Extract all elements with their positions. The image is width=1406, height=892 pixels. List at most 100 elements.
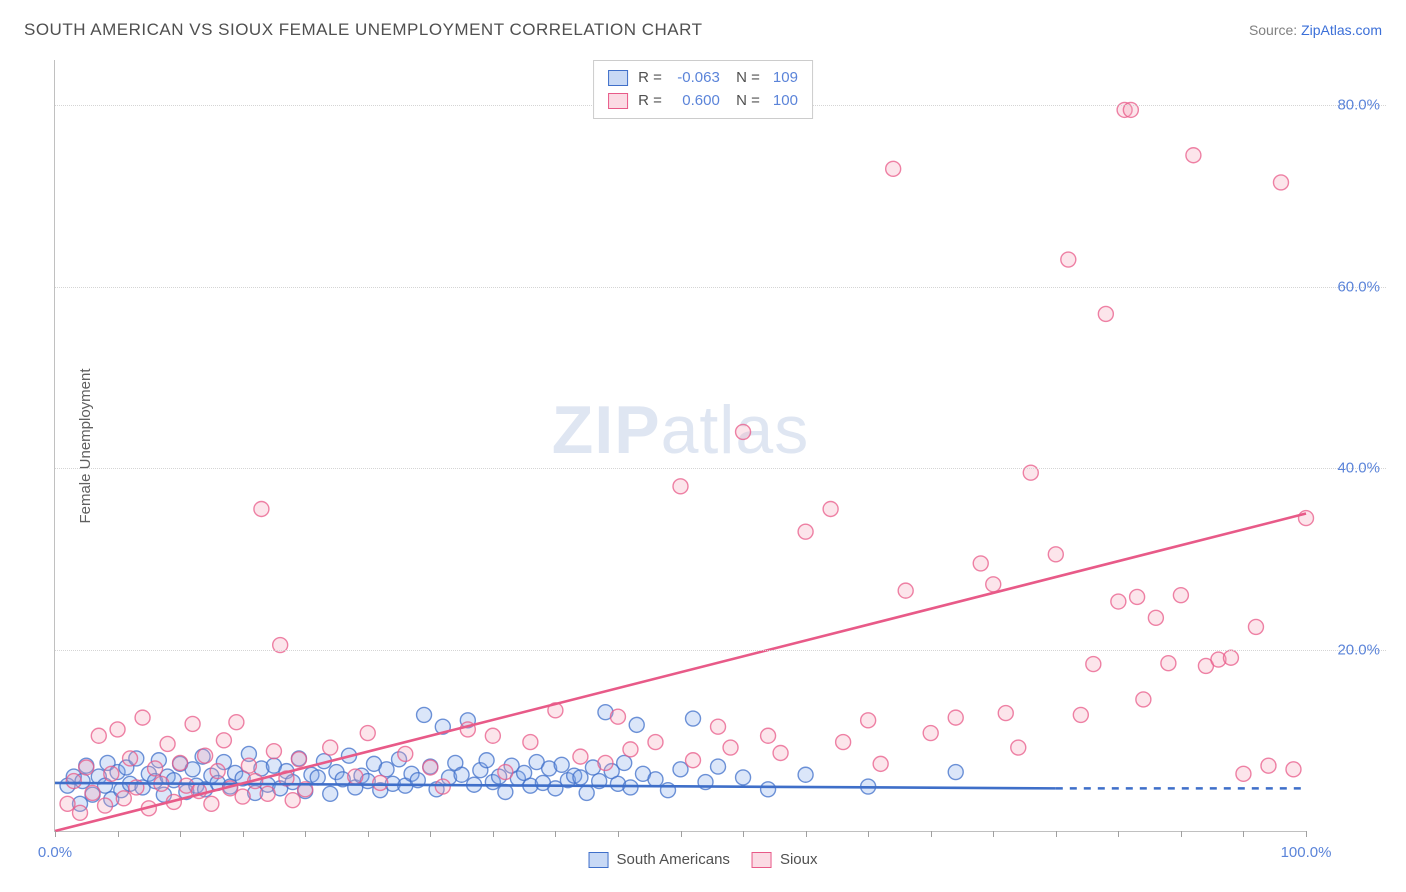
data-point — [1261, 758, 1276, 773]
data-point — [623, 780, 638, 795]
data-point — [323, 786, 338, 801]
data-point — [1299, 511, 1314, 526]
source-prefix: Source: — [1249, 22, 1301, 38]
data-point — [360, 726, 375, 741]
data-point — [135, 710, 150, 725]
stats-text: R =-0.063 N =109 — [638, 67, 798, 90]
data-point — [148, 761, 163, 776]
data-point — [686, 753, 701, 768]
legend-swatch — [608, 93, 628, 109]
data-point — [886, 161, 901, 176]
data-point — [761, 728, 776, 743]
x-tick — [1243, 831, 1244, 837]
data-point — [454, 767, 469, 782]
x-tick — [493, 831, 494, 837]
data-point — [241, 758, 256, 773]
data-point — [873, 756, 888, 771]
data-point — [1148, 610, 1163, 625]
legend-item: Sioux — [752, 851, 818, 868]
data-point — [573, 770, 588, 785]
gridline — [55, 650, 1386, 651]
legend-item: South Americans — [589, 851, 730, 868]
r-value: 0.600 — [666, 90, 720, 113]
x-tick — [1056, 831, 1057, 837]
data-point — [123, 751, 138, 766]
series-legend: South Americans Sioux — [589, 851, 818, 868]
x-tick — [118, 831, 119, 837]
stats-text: R =0.600 N =100 — [638, 90, 798, 113]
data-point — [610, 709, 625, 724]
data-point — [1130, 589, 1145, 604]
source-link[interactable]: ZipAtlas.com — [1301, 22, 1382, 38]
data-point — [623, 742, 638, 757]
data-point — [60, 796, 75, 811]
data-point — [1136, 692, 1151, 707]
data-point — [736, 424, 751, 439]
data-point — [673, 479, 688, 494]
data-point — [498, 784, 513, 799]
data-point — [373, 775, 388, 790]
data-point — [798, 524, 813, 539]
legend-swatch — [752, 852, 772, 868]
data-point — [435, 779, 450, 794]
data-point — [160, 736, 175, 751]
x-tick — [993, 831, 994, 837]
data-point — [310, 770, 325, 785]
data-point — [291, 752, 306, 767]
data-point — [617, 755, 632, 770]
gridline — [55, 468, 1386, 469]
r-value: -0.063 — [666, 67, 720, 90]
data-point — [1223, 650, 1238, 665]
n-value: 109 — [764, 67, 798, 90]
data-point — [1248, 619, 1263, 634]
data-point — [1186, 148, 1201, 163]
data-point — [948, 765, 963, 780]
data-point — [185, 716, 200, 731]
data-point — [898, 583, 913, 598]
x-tick — [1181, 831, 1182, 837]
data-point — [761, 782, 776, 797]
data-point — [1111, 594, 1126, 609]
data-point — [235, 789, 250, 804]
stats-legend: R =-0.063 N =109R =0.600 N =100 — [593, 60, 813, 119]
data-point — [104, 766, 119, 781]
data-point — [173, 755, 188, 770]
x-tick-label: 0.0% — [38, 844, 72, 861]
n-label: N = — [736, 90, 760, 113]
x-tick — [868, 831, 869, 837]
data-point — [498, 765, 513, 780]
data-point — [98, 798, 113, 813]
data-point — [1286, 762, 1301, 777]
data-point — [398, 746, 413, 761]
data-point — [573, 749, 588, 764]
data-point — [198, 748, 213, 763]
data-point — [116, 791, 131, 806]
data-point — [723, 740, 738, 755]
data-point — [91, 728, 106, 743]
data-point — [229, 715, 244, 730]
y-tick-label: 40.0% — [1337, 460, 1380, 477]
data-point — [1073, 707, 1088, 722]
data-point — [523, 735, 538, 750]
data-point — [73, 805, 88, 820]
r-label: R = — [638, 90, 662, 113]
data-point — [110, 722, 125, 737]
data-point — [479, 753, 494, 768]
y-tick-label: 20.0% — [1337, 641, 1380, 658]
data-point — [1173, 588, 1188, 603]
x-tick — [1118, 831, 1119, 837]
data-point — [629, 717, 644, 732]
n-label: N = — [736, 67, 760, 90]
data-point — [423, 760, 438, 775]
r-label: R = — [638, 67, 662, 90]
x-tick — [430, 831, 431, 837]
x-tick — [681, 831, 682, 837]
data-point — [1161, 656, 1176, 671]
data-point — [861, 713, 876, 728]
data-point — [711, 719, 726, 734]
data-point — [736, 770, 751, 785]
x-tick-label: 100.0% — [1281, 844, 1332, 861]
data-point — [579, 785, 594, 800]
n-value: 100 — [764, 90, 798, 113]
x-tick — [368, 831, 369, 837]
